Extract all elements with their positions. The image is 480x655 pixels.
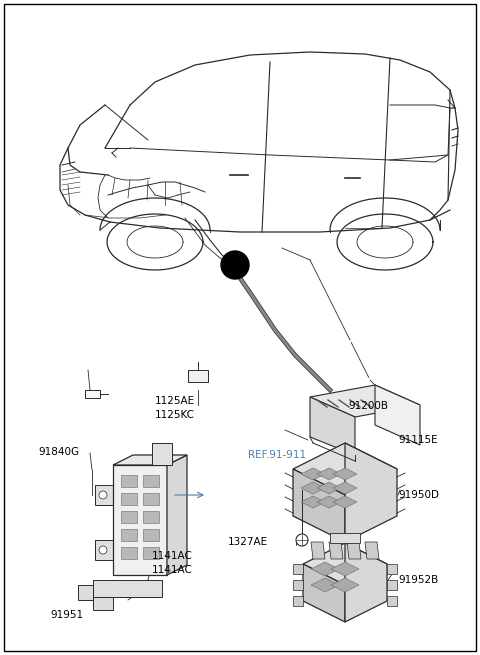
Circle shape — [99, 546, 107, 554]
Polygon shape — [301, 496, 325, 508]
Polygon shape — [365, 542, 379, 559]
Polygon shape — [143, 511, 159, 523]
Text: 91952B: 91952B — [398, 575, 438, 585]
Polygon shape — [293, 596, 303, 606]
Polygon shape — [143, 475, 159, 487]
Polygon shape — [152, 443, 172, 465]
Polygon shape — [121, 475, 137, 487]
Polygon shape — [121, 511, 137, 523]
Text: 1125KC: 1125KC — [155, 410, 195, 420]
Text: 1141AC: 1141AC — [152, 565, 193, 575]
Polygon shape — [303, 543, 387, 585]
Polygon shape — [121, 547, 137, 559]
Text: 91840G: 91840G — [38, 447, 79, 457]
Text: 91951: 91951 — [50, 610, 83, 620]
Text: 91115E: 91115E — [398, 435, 438, 445]
Polygon shape — [329, 542, 343, 559]
Polygon shape — [333, 468, 357, 480]
Polygon shape — [333, 482, 357, 494]
Polygon shape — [375, 385, 420, 445]
Polygon shape — [293, 443, 397, 495]
Polygon shape — [293, 469, 345, 542]
Polygon shape — [293, 564, 303, 574]
Polygon shape — [93, 597, 113, 610]
Text: 1327AE: 1327AE — [228, 537, 268, 547]
Polygon shape — [387, 580, 397, 590]
Polygon shape — [143, 547, 159, 559]
Polygon shape — [121, 493, 137, 505]
Polygon shape — [85, 390, 100, 398]
Polygon shape — [121, 529, 137, 541]
Polygon shape — [333, 496, 357, 508]
Polygon shape — [317, 482, 341, 494]
Text: 1125AE: 1125AE — [155, 396, 195, 406]
Polygon shape — [317, 468, 341, 480]
Polygon shape — [113, 465, 167, 575]
Polygon shape — [143, 493, 159, 505]
Polygon shape — [331, 578, 359, 592]
Text: 91950D: 91950D — [398, 490, 439, 500]
Polygon shape — [317, 496, 341, 508]
Polygon shape — [347, 542, 361, 559]
Polygon shape — [167, 455, 187, 575]
Polygon shape — [310, 397, 355, 455]
Polygon shape — [310, 385, 420, 417]
Polygon shape — [293, 580, 303, 590]
Polygon shape — [331, 562, 359, 576]
Polygon shape — [311, 542, 325, 559]
Polygon shape — [345, 443, 397, 542]
Polygon shape — [113, 455, 187, 465]
Circle shape — [99, 491, 107, 499]
Polygon shape — [311, 562, 339, 576]
Circle shape — [296, 534, 308, 546]
Text: 91200B: 91200B — [348, 401, 388, 411]
Polygon shape — [387, 564, 397, 574]
Polygon shape — [301, 468, 325, 480]
Polygon shape — [303, 564, 345, 622]
Polygon shape — [301, 482, 325, 494]
Polygon shape — [345, 543, 387, 622]
Polygon shape — [93, 580, 162, 597]
Polygon shape — [95, 485, 113, 505]
Circle shape — [221, 251, 249, 279]
Polygon shape — [78, 585, 93, 600]
Polygon shape — [387, 596, 397, 606]
Text: REF.91-911: REF.91-911 — [248, 450, 306, 460]
Polygon shape — [330, 533, 360, 543]
Text: 1141AC: 1141AC — [152, 551, 193, 561]
Polygon shape — [311, 578, 339, 592]
Polygon shape — [188, 370, 208, 382]
Polygon shape — [143, 529, 159, 541]
Polygon shape — [95, 540, 113, 560]
